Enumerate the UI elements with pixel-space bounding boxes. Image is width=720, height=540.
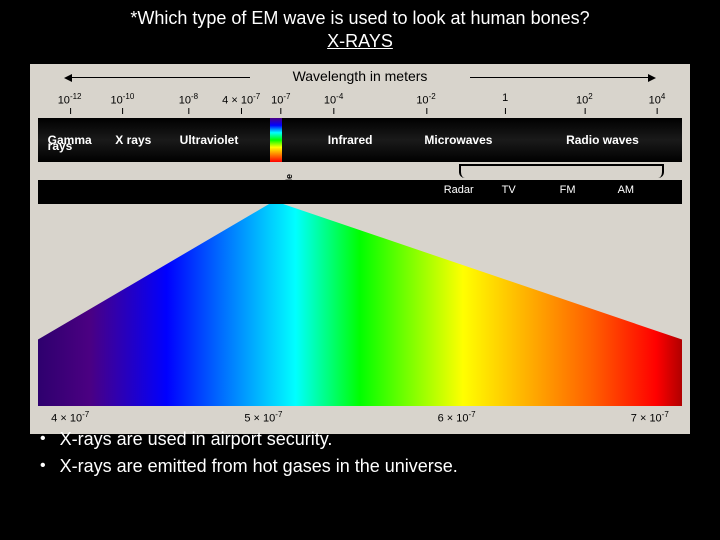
axis-tick: 10-10 [110,92,134,107]
top-ticks: 10-12 10-10 10-8 4 × 10-7 10-7 10-4 10-2 1 102 10… [30,92,690,116]
radio-sublabels: Radar TV FM AM [38,180,682,204]
bullet-dot-icon: • [40,426,46,452]
radio-sublabel: TV [502,184,516,196]
arrow-left-icon [64,74,72,82]
bullet-text: X-rays are emitted from hot gases in the… [60,453,458,480]
axis-tick: 1 [502,92,508,104]
bullet-list: • X-rays are used in airport security. • X-… [40,426,458,480]
axis-tick: 102 [576,92,593,107]
axis-title-text: Wavelength in meters [293,68,428,84]
slide-header: *Which type of EM wave is used to look a… [0,0,720,58]
axis-tick: 10-7 [271,92,290,107]
band-segment: Microwaves [424,133,492,147]
radio-sublabel: Radar [444,184,474,196]
question-text: *Which type of EM wave is used to look a… [0,8,720,29]
spectrum-tick: 5 × 10-7 [244,410,282,425]
axis-tick: 104 [649,92,666,107]
band-segment: Infrared [328,133,373,147]
band-segment: Ultraviolet [180,133,239,147]
spectrum-tick: 6 × 10-7 [438,410,476,425]
axis-tick: 4 × 10-7 [222,92,260,107]
visible-strip [270,118,282,162]
axis-title: Wavelength in meters [30,68,690,84]
band-segment: Radio waves [566,133,639,147]
bullet-item: • X-rays are used in airport security. [40,426,458,453]
radio-sublabel: FM [560,184,576,196]
visible-spectrum-bar [38,356,682,406]
band-segment: X rays [115,133,151,147]
spectrum-tick: 7 × 10-7 [631,410,669,425]
answer-text: X-RAYS [0,31,720,52]
arrow-right-icon [648,74,656,82]
spectrum-tick: 4 × 10-7 [51,410,89,425]
axis-tick: 10-4 [324,92,343,107]
bullet-dot-icon: • [40,453,46,479]
axis-tick: 10-8 [179,92,198,107]
radio-brace [459,164,664,178]
spectrum-band: Visible GammaX raysUltravioletInfraredMi… [38,118,682,162]
prism-expansion [38,204,682,406]
radio-sublabel: AM [618,184,635,196]
bullet-item: • X-rays are emitted from hot gases in th… [40,453,458,480]
axis-tick: 10-12 [58,92,82,107]
bullet-text: X-rays are used in airport security. [60,426,333,453]
em-spectrum-diagram: Wavelength in meters 10-12 10-10 10-8 4 × 1… [30,64,690,434]
band-segment-rays: rays [48,139,73,153]
axis-tick: 10-2 [416,92,435,107]
